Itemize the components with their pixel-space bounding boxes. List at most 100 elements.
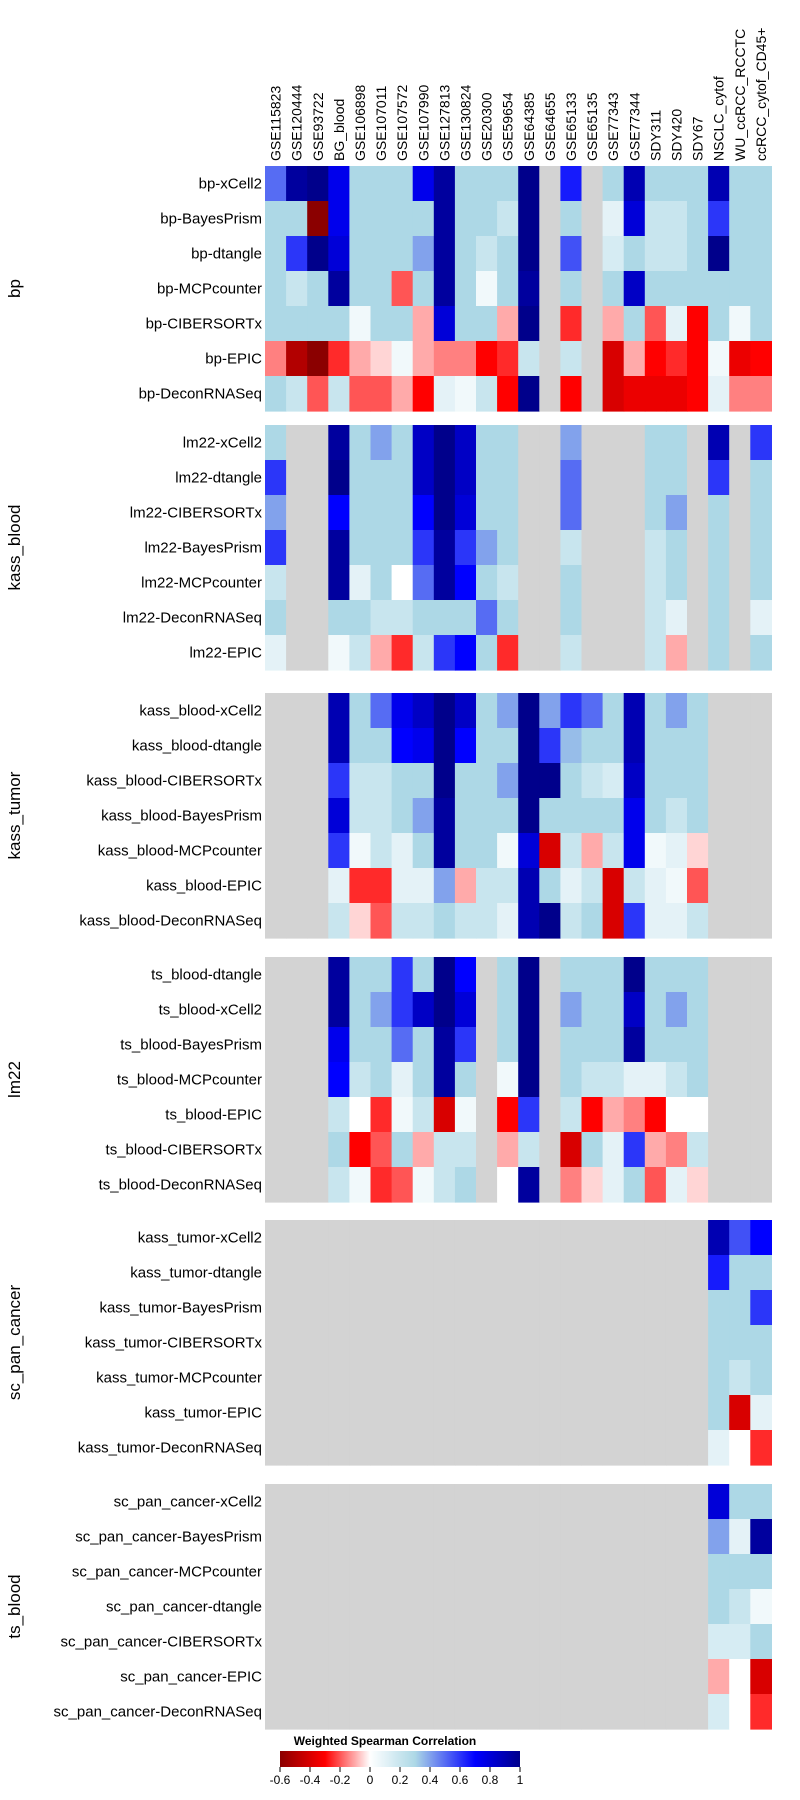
heatmap-cell <box>412 833 435 869</box>
heatmap-cell <box>307 306 329 342</box>
heatmap-cell <box>349 201 372 237</box>
heatmap-cell <box>349 460 372 496</box>
heatmap-cell <box>539 728 561 764</box>
heatmap-cell <box>518 271 540 307</box>
heatmap-cell <box>581 728 604 764</box>
heatmap-cell <box>433 763 456 799</box>
heatmap-cell <box>518 868 540 904</box>
heatmap-cell <box>370 495 393 531</box>
heatmap-cell <box>265 495 287 531</box>
heatmap-cell <box>454 1132 477 1168</box>
heatmap-cell <box>644 1624 667 1660</box>
heatmap-cell <box>539 425 561 461</box>
heatmap-cell <box>602 425 625 461</box>
heatmap-cell <box>497 1659 519 1695</box>
heatmap-cell <box>581 1694 604 1730</box>
heatmap-cell <box>286 1395 308 1431</box>
heatmap-cell <box>328 1395 350 1431</box>
heatmap-cell <box>391 600 414 636</box>
heatmap-cell <box>328 1167 350 1203</box>
heatmap-cell <box>433 530 456 566</box>
heatmap-cell <box>518 1484 540 1520</box>
column-label: GSE64385 <box>521 92 537 161</box>
heatmap-cell <box>687 1097 709 1133</box>
heatmap-cell <box>476 1624 498 1660</box>
heatmap-cell <box>370 957 393 993</box>
heatmap-cell <box>644 306 667 342</box>
heatmap-cell <box>412 425 435 461</box>
heatmap-cell <box>729 1395 751 1431</box>
group-labels: bp kass_blood kass_tumor lm22 sc_pan_cancert… <box>5 279 24 1639</box>
heatmap-cell <box>539 868 561 904</box>
heatmap-cell <box>454 376 477 412</box>
heatmap-cell <box>750 306 772 342</box>
heatmap-cell <box>687 693 709 729</box>
heatmap-cell <box>412 957 435 993</box>
heatmap-cell <box>328 306 350 342</box>
heatmap-cell <box>729 565 751 601</box>
heatmap-cell <box>433 271 456 307</box>
heatmap-cell <box>708 1484 730 1520</box>
heatmap-cell <box>539 1220 561 1256</box>
heatmap-cell <box>729 166 751 202</box>
heatmap-cell <box>286 1290 308 1326</box>
heatmap-cell <box>497 635 519 671</box>
heatmap-cell <box>391 565 414 601</box>
heatmap-cell <box>412 1132 435 1168</box>
heatmap-cell <box>349 271 372 307</box>
heatmap-cell <box>286 957 308 993</box>
heatmap-cell <box>265 600 287 636</box>
heatmap-cell <box>391 833 414 869</box>
heatmap-cell <box>602 992 625 1028</box>
heatmap-cell <box>518 1395 540 1431</box>
heatmap-cell <box>370 798 393 834</box>
heatmap-cell <box>687 728 709 764</box>
heatmap-cell <box>497 236 519 272</box>
row-label: kass_tumor-xCell2 <box>138 1230 262 1247</box>
heatmap-cell <box>391 1290 414 1326</box>
legend-tick-label: 0.6 <box>452 1773 469 1787</box>
group-label: lm22 <box>5 1061 24 1098</box>
heatmap-cell <box>433 166 456 202</box>
heatmap-cell <box>623 957 646 993</box>
column-label: GSE106898 <box>352 85 368 161</box>
heatmap-cell <box>518 341 540 377</box>
heatmap-cell <box>665 1062 688 1098</box>
heatmap-cell <box>560 236 583 272</box>
column-label: GSE115823 <box>268 86 284 161</box>
row-label: lm22-DeconRNASeq <box>123 610 262 627</box>
heatmap-cell <box>518 1659 540 1695</box>
heatmap-cell <box>644 1360 667 1396</box>
heatmap-cell <box>476 271 498 307</box>
heatmap-cell <box>687 798 709 834</box>
heatmap-cell <box>708 1589 730 1625</box>
row-label: sc_pan_cancer-BayesPrism <box>75 1529 262 1546</box>
heatmap-cell <box>560 1554 583 1590</box>
heatmap-cell <box>433 1589 456 1625</box>
heatmap-cell <box>518 1624 540 1660</box>
heatmap-cell <box>602 166 625 202</box>
heatmap-cell <box>602 376 625 412</box>
heatmap-cell <box>687 271 709 307</box>
heatmap-cell <box>623 1624 646 1660</box>
heatmap-cell <box>708 565 730 601</box>
heatmap-cell <box>560 1589 583 1625</box>
heatmap-cell <box>412 868 435 904</box>
heatmap-cell <box>729 1624 751 1660</box>
heatmap-cell <box>539 763 561 799</box>
heatmap-cell <box>286 341 308 377</box>
heatmap-cell <box>286 1589 308 1625</box>
heatmap-cell <box>476 728 498 764</box>
heatmap-cell <box>349 728 372 764</box>
heatmap-cell <box>476 1290 498 1326</box>
heatmap-cell <box>349 1097 372 1133</box>
heatmap-cell <box>665 1554 688 1590</box>
heatmap-cell <box>433 600 456 636</box>
heatmap-cell <box>644 201 667 237</box>
heatmap-cell <box>539 530 561 566</box>
heatmap-cell <box>665 271 688 307</box>
heatmap-cell <box>644 1430 667 1466</box>
heatmap-cell <box>581 1027 604 1063</box>
heatmap-cell <box>412 728 435 764</box>
heatmap-cell <box>644 530 667 566</box>
